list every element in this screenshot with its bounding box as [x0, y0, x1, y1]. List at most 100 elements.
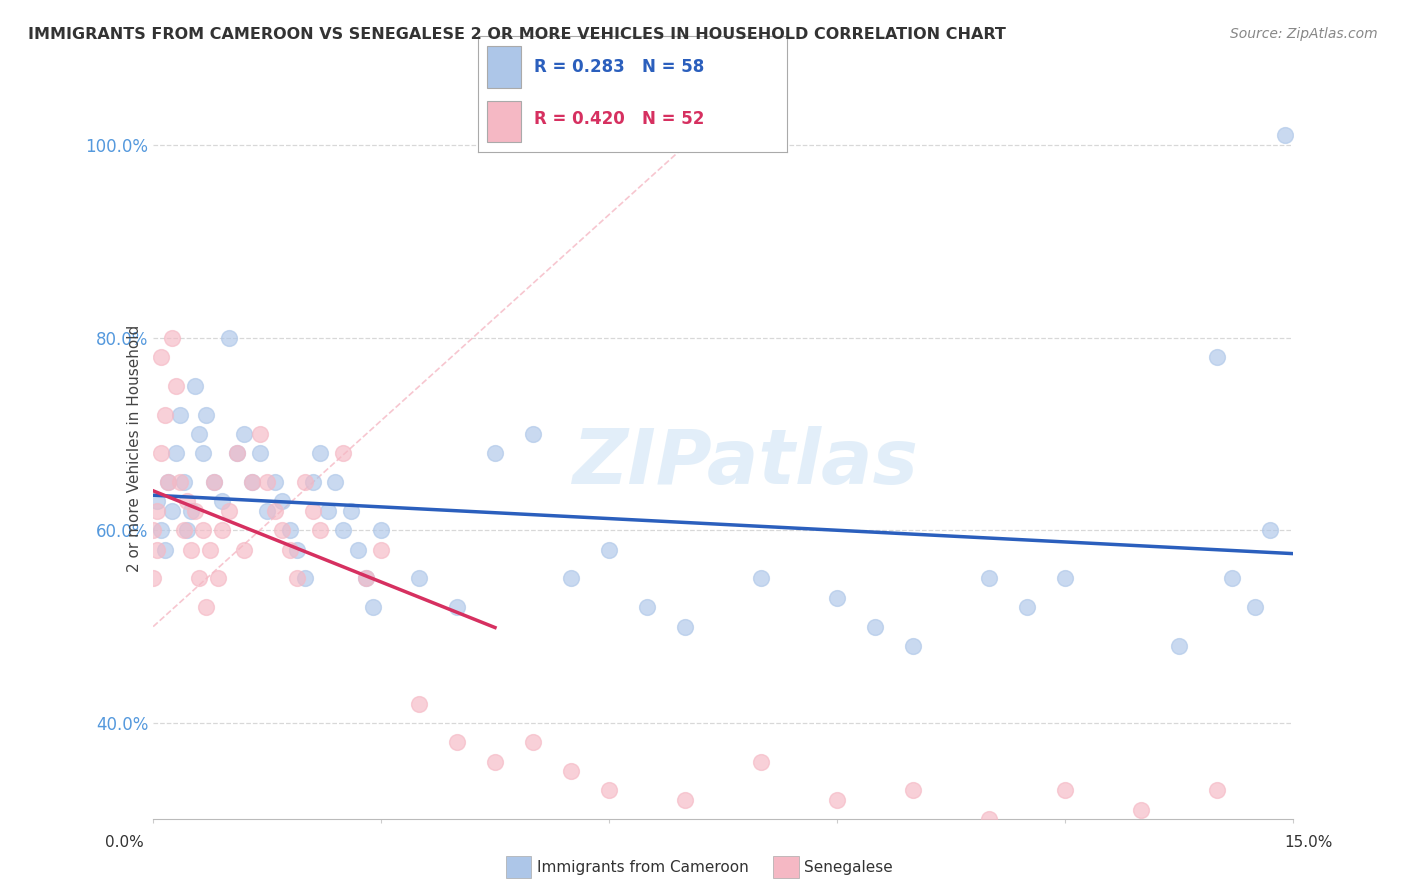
Text: IMMIGRANTS FROM CAMEROON VS SENEGALESE 2 OR MORE VEHICLES IN HOUSEHOLD CORRELATI: IMMIGRANTS FROM CAMEROON VS SENEGALESE 2…	[28, 27, 1007, 42]
Point	[1220, 571, 1243, 585]
Point	[153, 408, 176, 422]
Point	[316, 504, 339, 518]
Point	[198, 542, 221, 557]
Point	[673, 619, 696, 633]
Point	[180, 542, 202, 557]
Point	[157, 475, 180, 489]
Point	[825, 793, 848, 807]
Point	[408, 571, 430, 585]
Text: Source: ZipAtlas.com: Source: ZipAtlas.com	[1230, 27, 1378, 41]
Y-axis label: 2 or more Vehicles in Household: 2 or more Vehicles in Household	[127, 325, 142, 572]
Point	[1274, 128, 1296, 143]
Point	[263, 504, 285, 518]
Point	[240, 475, 263, 489]
Point	[256, 475, 278, 489]
Text: R = 0.420   N = 52: R = 0.420 N = 52	[534, 111, 704, 128]
Point	[484, 446, 506, 460]
Text: 0.0%: 0.0%	[105, 836, 145, 850]
Point	[749, 755, 772, 769]
Point	[173, 475, 195, 489]
Point	[187, 571, 209, 585]
Point	[218, 330, 240, 344]
Point	[522, 735, 544, 749]
Point	[1243, 600, 1265, 615]
Point	[522, 426, 544, 441]
Point	[560, 571, 582, 585]
Point	[598, 783, 620, 797]
Point	[636, 600, 658, 615]
Point	[173, 523, 195, 537]
Point	[901, 783, 924, 797]
Point	[202, 475, 225, 489]
Point	[673, 793, 696, 807]
Point	[233, 426, 256, 441]
Point	[347, 542, 370, 557]
Point	[187, 426, 209, 441]
Point	[146, 494, 169, 508]
Point	[249, 426, 271, 441]
Point	[901, 639, 924, 653]
Point	[1205, 783, 1227, 797]
Point	[446, 735, 468, 749]
Point	[301, 475, 323, 489]
Point	[191, 446, 214, 460]
Point	[263, 475, 285, 489]
Point	[149, 350, 172, 364]
Point	[749, 571, 772, 585]
Point	[301, 504, 323, 518]
Point	[225, 446, 247, 460]
Point	[446, 600, 468, 615]
Point	[142, 523, 165, 537]
Point	[149, 523, 172, 537]
Point	[309, 446, 332, 460]
Point	[233, 542, 256, 557]
Point	[180, 504, 202, 518]
Point	[309, 523, 332, 537]
Point	[160, 504, 183, 518]
Point	[225, 446, 247, 460]
Point	[560, 764, 582, 779]
Point	[332, 523, 354, 537]
Text: 15.0%: 15.0%	[1285, 836, 1333, 850]
Point	[294, 571, 316, 585]
Point	[160, 330, 183, 344]
Point	[1015, 600, 1038, 615]
Point	[977, 813, 1000, 827]
Point	[165, 378, 187, 392]
Point	[195, 600, 218, 615]
Point	[142, 571, 165, 585]
Point	[1167, 639, 1189, 653]
Point	[325, 475, 347, 489]
Point	[176, 523, 198, 537]
Point	[825, 591, 848, 605]
Point	[977, 571, 1000, 585]
Point	[278, 523, 301, 537]
Point	[169, 408, 191, 422]
Point	[195, 408, 218, 422]
Point	[176, 494, 198, 508]
Point	[146, 504, 169, 518]
Point	[354, 571, 377, 585]
Point	[408, 697, 430, 711]
Point	[211, 494, 233, 508]
Point	[249, 446, 271, 460]
Point	[153, 542, 176, 557]
Point	[218, 504, 240, 518]
Point	[207, 571, 229, 585]
Bar	[488, 46, 522, 88]
Point	[240, 475, 263, 489]
Point	[370, 523, 392, 537]
Point	[271, 494, 294, 508]
Point	[1129, 803, 1152, 817]
Point	[271, 523, 294, 537]
Point	[363, 600, 385, 615]
Point	[1258, 523, 1281, 537]
Point	[354, 571, 377, 585]
Point	[157, 475, 180, 489]
Point	[165, 446, 187, 460]
Point	[184, 378, 207, 392]
Point	[294, 475, 316, 489]
Text: ZIPatlas: ZIPatlas	[572, 426, 918, 500]
Point	[332, 446, 354, 460]
Text: Senegalese: Senegalese	[804, 860, 893, 874]
